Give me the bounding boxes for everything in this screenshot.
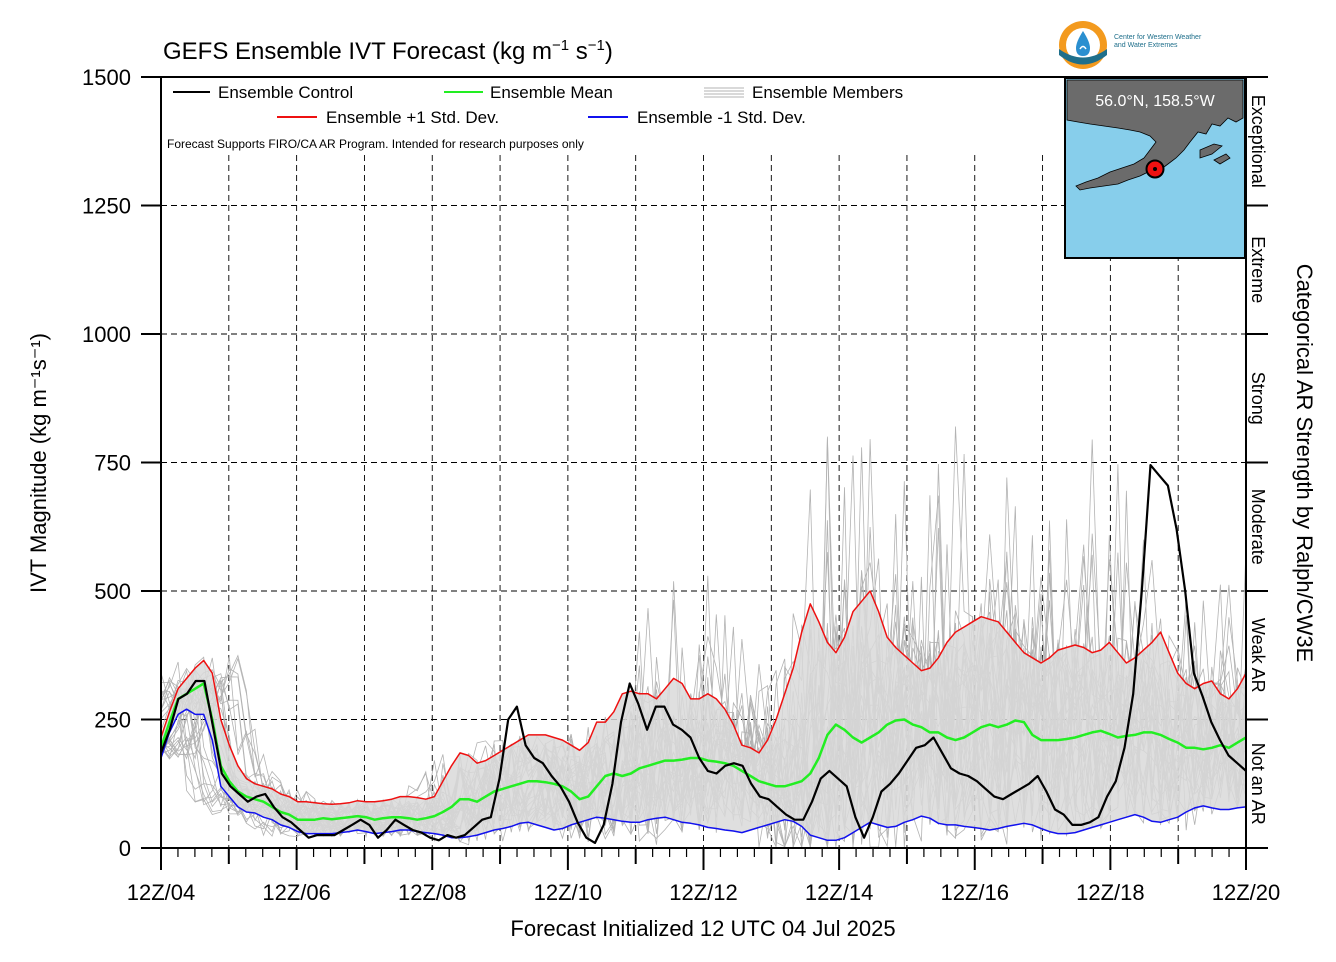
x-tick-label: 12Z/14 [805, 880, 874, 905]
control-line [161, 464, 1246, 845]
category-label: Strong [1248, 372, 1268, 425]
plus-std-line [161, 590, 1246, 806]
x-tick-label: 12Z/08 [398, 880, 467, 905]
legend-control: Ensemble Control [218, 83, 353, 102]
category-label: Not an AR [1248, 743, 1268, 825]
inset-landmass [1066, 79, 1244, 191]
x-tick-label: 12Z/20 [1212, 880, 1281, 905]
legend-plus-std: Ensemble +1 Std. Dev. [326, 108, 499, 127]
y-tick-label: 750 [94, 451, 131, 476]
category-label: Weak AR [1248, 618, 1268, 693]
y-tick-label: 0 [119, 836, 131, 861]
legend-members-swatch [704, 87, 744, 98]
y-axis-label: IVT Magnitude (kg m⁻¹s⁻¹) [26, 333, 51, 593]
x-tick-label: 12Z/06 [262, 880, 331, 905]
std-spread-fill [161, 591, 1246, 841]
disclaimer: Forecast Supports FIRO/CA AR Program. In… [167, 137, 584, 151]
right-axis-label: Categorical AR Strength by Ralph/CW3E [1292, 264, 1317, 663]
inset-location: 56.0°N, 158.5°W [1095, 93, 1215, 110]
x-axis-label: Forecast Initialized 12 UTC 04 Jul 2025 [510, 916, 895, 941]
y-tick-label: 250 [94, 708, 131, 733]
x-tick-label: 12Z/18 [1076, 880, 1145, 905]
x-tick-label: 12Z/16 [941, 880, 1010, 905]
logo-line-1: Center for Western Weather [1114, 34, 1202, 41]
x-tick-label: 12Z/04 [127, 880, 196, 905]
x-tick-label: 12Z/12 [669, 880, 738, 905]
legend-minus-std: Ensemble -1 Std. Dev. [637, 108, 806, 127]
category-label: Extreme [1248, 236, 1268, 303]
cw3e-logo [1059, 21, 1107, 69]
plot-area [161, 426, 1246, 848]
y-tick-label: 1250 [82, 194, 131, 219]
axes: 0 250 500 750 1000 1250 1500 12Z/04 12Z/06 12Z/08… [82, 65, 1280, 905]
mean-line [161, 682, 1246, 821]
legend-members: Ensemble Members [752, 83, 903, 102]
chart-title: GEFS Ensemble IVT Forecast (kg m−1 s−1) [163, 37, 613, 65]
legend: Ensemble Control Ensemble Mean Ensemble … [167, 83, 903, 151]
x-tick-label: 12Z/10 [534, 880, 603, 905]
minus-std-line [161, 708, 1246, 842]
logo-line-2: and Water Extremes [1114, 42, 1178, 49]
inset-map: 56.0°N, 158.5°W [1064, 77, 1246, 259]
legend-mean: Ensemble Mean [490, 83, 613, 102]
y-tick-label: 1500 [82, 65, 131, 90]
y-tick-label: 1000 [82, 322, 131, 347]
logo-caption: Center for Western Weather and Water Ext… [1114, 34, 1201, 50]
grid-lines [161, 155, 1246, 848]
y-tick-label: 500 [94, 579, 131, 604]
category-label: Exceptional [1248, 95, 1268, 188]
category-label: Moderate [1248, 489, 1268, 565]
